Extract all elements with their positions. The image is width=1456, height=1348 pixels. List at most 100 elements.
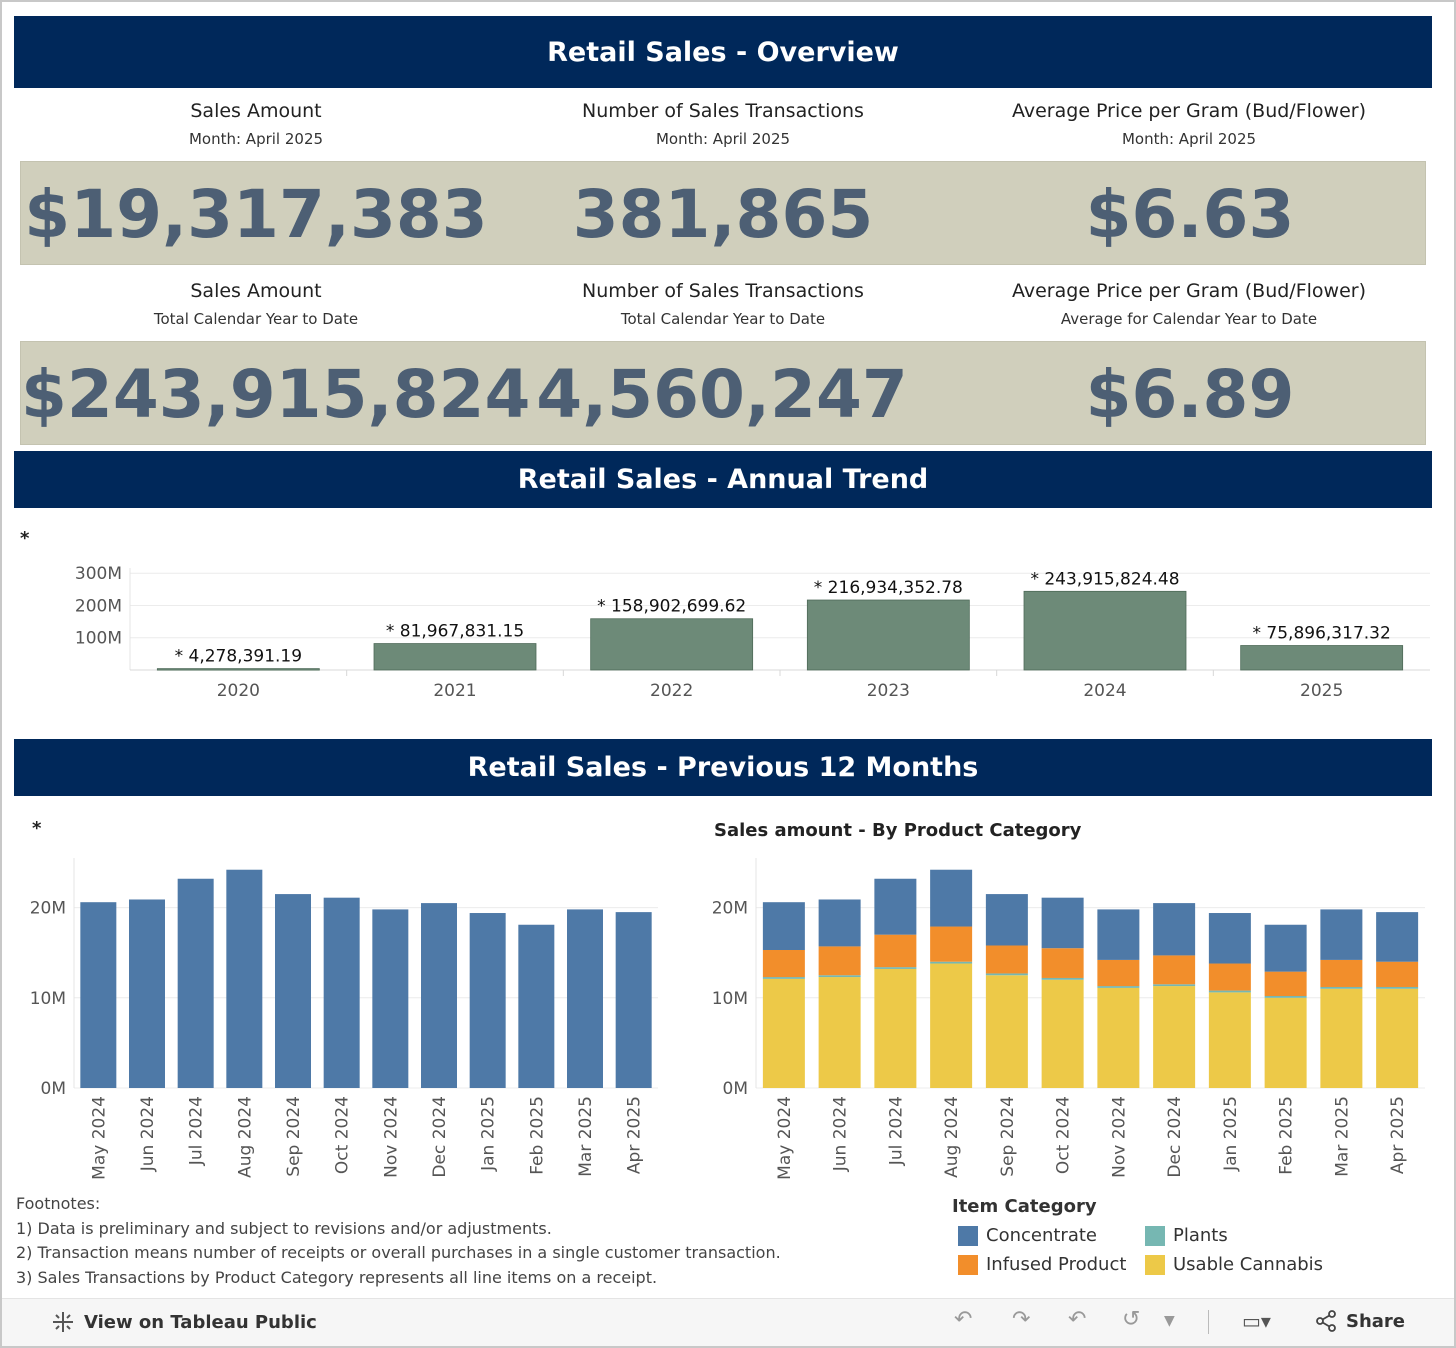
stacked-segment-infused-product (874, 934, 917, 968)
kpi-ytd-transactions-value: 4,560,247 (536, 356, 908, 433)
stacked-segment-infused-product (1320, 959, 1363, 987)
stacked-segment-plants (1153, 984, 1196, 987)
x-tick-label: Jan 2025 (1221, 1096, 1241, 1172)
monthly-bar (469, 913, 506, 1088)
y-tick-label: 200M (75, 596, 122, 616)
stacked-segment-infused-product (762, 950, 805, 978)
tableau-logo-icon (53, 1312, 73, 1332)
x-tick-label: 2022 (650, 681, 693, 701)
x-tick-label: Dec 2024 (430, 1096, 450, 1178)
x-tick-label: Dec 2024 (1165, 1096, 1185, 1178)
monthly-bar (567, 909, 603, 1088)
footnotes-heading: Footnotes: (16, 1194, 101, 1213)
revert-icon[interactable]: ↶ (1068, 1307, 1087, 1332)
legend-label: Usable Cannabis (1173, 1254, 1324, 1275)
download-icon[interactable]: ▭▾ (1242, 1309, 1271, 1333)
stacked-segment-plants (874, 967, 917, 969)
kpi-ytd-transactions-header: Number of Sales Transactions Total Calen… (488, 280, 958, 328)
stacked-segment-usable-cannabis (874, 968, 917, 1088)
bar-data-label: * 81,967,831.15 (386, 622, 524, 642)
undo-icon[interactable]: ↶ (954, 1307, 973, 1332)
x-tick-label: Mar 2025 (1332, 1096, 1352, 1177)
legend-item-infused-product[interactable]: Infused Product (952, 1254, 1139, 1275)
monthly-bar (177, 878, 214, 1088)
x-tick-label: Mar 2025 (576, 1096, 596, 1177)
stacked-segment-concentrate (1320, 909, 1363, 960)
bar-data-label: * 158,902,699.62 (597, 597, 746, 617)
y-tick-label: 20M (30, 899, 66, 919)
stacked-segment-concentrate (985, 894, 1028, 946)
stacked-segment-plants (1041, 977, 1084, 980)
monthly-bar (615, 912, 652, 1088)
y-tick-label: 100M (75, 629, 122, 649)
annual-asterisk: * (20, 528, 30, 549)
kpi-month-sales-value: $19,317,383 (24, 176, 488, 253)
bar-data-label: * 4,278,391.19 (175, 647, 302, 667)
y-tick-label: 10M (30, 989, 66, 1009)
redo-icon[interactable]: ↷ (1012, 1307, 1031, 1332)
annual-banner: Retail Sales - Annual Trend (14, 451, 1432, 508)
annual-trend-chart: 100M 200M 300M * 4,278,391.19 2020 * 81,967,8… (75, 564, 1430, 701)
stacked-segment-infused-product (1376, 961, 1419, 987)
x-tick-label: Jul 2024 (187, 1096, 207, 1166)
toolbar-divider (1208, 1310, 1209, 1334)
stacked-segment-usable-cannabis (762, 978, 805, 1088)
x-tick-label: Sep 2024 (284, 1096, 304, 1177)
x-tick-label: Apr 2025 (625, 1096, 645, 1174)
kpi-subtitle: Month: April 2025 (1121, 130, 1257, 148)
y-tick-label: 0M (41, 1079, 66, 1099)
share-button[interactable]: Share (1314, 1309, 1405, 1333)
legend-item-concentrate[interactable]: Concentrate (952, 1225, 1139, 1246)
stacked-segment-infused-product (1264, 971, 1307, 996)
legend-swatch (958, 1254, 978, 1275)
bar-data-label: * 243,915,824.48 (1030, 569, 1179, 589)
stacked-segment-concentrate (930, 869, 973, 927)
monthly-banner-title: Retail Sales - Previous 12 Months (467, 752, 979, 783)
legend-item-usable-cannabis[interactable]: Usable Cannabis (1139, 1254, 1339, 1275)
monthly-asterisk: * (32, 818, 42, 839)
refresh-icon[interactable]: ↺ (1122, 1307, 1141, 1332)
y-tick-label: 10M (712, 989, 748, 1009)
kpi-subtitle: Month: April 2025 (655, 130, 791, 148)
footnote-line: 1) Data is preliminary and subject to re… (16, 1218, 552, 1238)
kpi-title: Number of Sales Transactions (582, 280, 864, 302)
monthly-sales-chart: 0M 10M 20M May 2024 Jun 2024 Jul 2024 Aug 2024… (30, 858, 658, 1180)
x-tick-label: 2021 (433, 681, 476, 701)
stacked-segment-plants (985, 973, 1028, 976)
legend-swatch (1145, 1225, 1165, 1246)
tableau-toolbar: View on Tableau Public ↶ ↷ ↶ ↺ ▼ ▭▾ Shar… (2, 1298, 1454, 1346)
bar-data-label: * 216,934,352.78 (814, 578, 963, 598)
dropdown-icon[interactable]: ▼ (1164, 1313, 1175, 1329)
overview-banner: Retail Sales - Overview (14, 16, 1432, 88)
kpi-subtitle: Total Calendar Year to Date (153, 310, 359, 328)
annual-bar (806, 599, 970, 671)
x-tick-label: Oct 2024 (1054, 1096, 1074, 1174)
kpi-title: Sales Amount (190, 100, 322, 122)
x-tick-label: 2023 (867, 681, 910, 701)
overview-banner-title: Retail Sales - Overview (547, 36, 899, 68)
stacked-segment-usable-cannabis (1376, 988, 1419, 1088)
kpi-title: Number of Sales Transactions (582, 100, 864, 122)
stacked-segment-concentrate (1153, 903, 1196, 956)
stacked-segment-concentrate (1376, 912, 1419, 962)
legend-label: Infused Product (986, 1254, 1127, 1275)
view-on-tableau-button[interactable]: View on Tableau Public (50, 1309, 317, 1335)
footnote-line: 3) Sales Transactions by Product Categor… (16, 1267, 658, 1287)
kpi-ytd-price-value: $6.89 (1085, 356, 1295, 433)
stacked-segment-infused-product (985, 945, 1028, 974)
annual-banner-title: Retail Sales - Annual Trend (517, 464, 929, 495)
x-tick-label: Apr 2025 (1388, 1096, 1408, 1174)
legend-item-plants[interactable]: Plants (1139, 1225, 1339, 1246)
stacked-segment-plants (1320, 986, 1363, 989)
stacked-segment-infused-product (1041, 948, 1084, 978)
stacked-segment-plants (818, 975, 861, 978)
stacked-segment-concentrate (1264, 924, 1307, 972)
stacked-segment-plants (1264, 996, 1307, 998)
kpi-ytd-price-header: Average Price per Gram (Bud/Flower) Aver… (954, 280, 1424, 328)
bar-data-label: * 75,896,317.32 (1253, 624, 1391, 644)
monthly-bar (80, 902, 117, 1088)
stacked-segment-infused-product (1153, 955, 1196, 985)
x-tick-label: Aug 2024 (942, 1096, 962, 1178)
y-tick-label: 0M (723, 1079, 748, 1099)
